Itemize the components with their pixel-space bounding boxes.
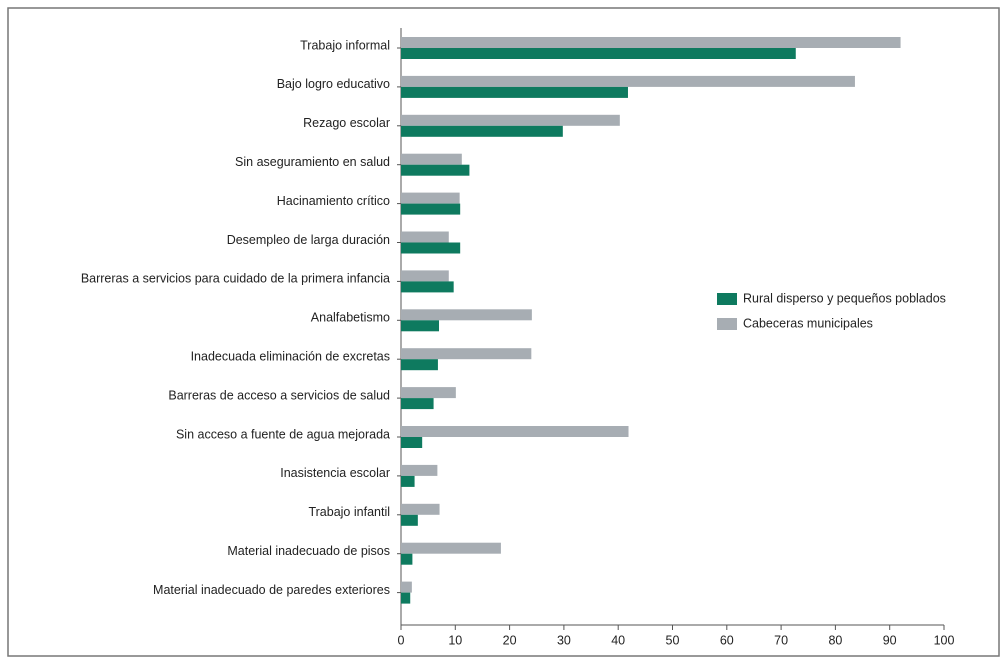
y-tick-label: Trabajo infantil [308,505,390,519]
bar [401,320,440,332]
x-tick-label: 100 [934,633,955,647]
y-tick-label: Barreras a servicios para cuidado de la … [81,272,390,286]
bar [401,114,620,126]
bar [401,48,796,59]
bar [401,86,628,98]
y-tick-label: Inasistencia escolar [280,466,390,480]
bar [401,464,438,476]
bar [401,281,454,293]
bar [401,475,415,487]
bar [401,348,532,360]
bar [401,231,449,243]
legend-swatch [717,293,737,305]
y-tick-label: Sin aseguramiento en salud [235,155,390,169]
bar [401,203,461,215]
y-tick-label: Bajo logro educativo [277,77,390,91]
bar [401,164,470,176]
bar [401,387,456,399]
bar [401,270,449,282]
bar [401,398,434,410]
x-tick-label: 90 [883,633,897,647]
x-tick-label: 80 [828,633,842,647]
bar [401,242,461,254]
bar [401,309,532,321]
bar [401,37,901,48]
legend-label: Cabeceras municipales [743,316,873,330]
x-tick-label: 10 [448,633,462,647]
x-tick-label: 30 [557,633,571,647]
x-tick-label: 60 [720,633,734,647]
y-tick-label: Material inadecuado de pisos [227,544,390,558]
x-tick-label: 40 [611,633,625,647]
bar [401,581,412,593]
y-tick-label: Rezago escolar [303,116,390,130]
y-tick-label: Desempleo de larga duración [227,233,390,247]
bar [401,542,501,554]
bar [401,437,423,448]
bar [401,592,411,604]
y-tick-label: Material inadecuado de paredes exteriore… [153,583,390,597]
y-tick-label: Barreras de acceso a servicios de salud [168,388,390,402]
bar [401,426,629,437]
legend-swatch [717,318,737,330]
bar [401,514,418,526]
bar [401,153,462,165]
y-tick-label: Sin acceso a fuente de agua mejorada [176,427,390,441]
bar [401,503,440,515]
bar [401,359,438,371]
y-tick-label: Trabajo informal [300,38,390,52]
y-tick-label: Hacinamiento crítico [277,194,390,208]
y-tick-label: Analfabetismo [311,311,390,325]
y-tick-label: Inadecuada eliminación de excretas [191,349,390,363]
bar [401,192,460,204]
x-tick-label: 50 [666,633,680,647]
legend-label: Rural disperso y pequeños poblados [743,291,946,305]
x-tick-label: 70 [774,633,788,647]
x-tick-label: 20 [503,633,517,647]
bar [401,553,413,565]
frame [7,7,1000,657]
bar [401,125,563,137]
x-tick-label: 0 [398,633,405,647]
bar [401,75,855,87]
